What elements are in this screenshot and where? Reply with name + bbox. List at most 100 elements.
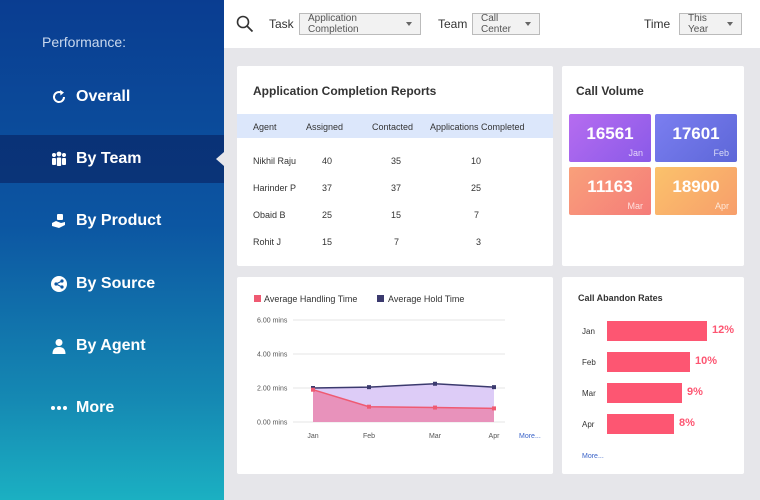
table-cell: 40 xyxy=(322,156,333,166)
table-header: Agent Assigned Contacted Applications Co… xyxy=(237,114,553,138)
reports-card: Application Completion Reports Agent Ass… xyxy=(237,66,553,266)
reports-title: Application Completion Reports xyxy=(253,84,437,98)
abandon-bar[interactable] xyxy=(607,383,682,403)
x-tick-label: Mar xyxy=(429,433,442,440)
volume-month: Mar xyxy=(627,201,644,211)
share-icon xyxy=(50,275,68,293)
handling-point xyxy=(367,404,371,409)
abandon-value: 12% xyxy=(712,324,735,336)
hand-product-icon xyxy=(50,212,68,230)
abandon-month-label: Feb xyxy=(582,358,596,367)
table-cell: Rohit J xyxy=(253,237,282,247)
column-header: Applications Completed xyxy=(430,122,525,132)
table-cell: 10 xyxy=(471,156,482,166)
top-filter-bar: Task Application Completion Team Call Ce… xyxy=(224,0,760,48)
task-label: Task xyxy=(269,17,294,31)
call-volume-card: Call Volume 16561 Jan 17601 Feb 11163 Ma… xyxy=(562,66,744,266)
handling-point xyxy=(311,387,315,392)
time-label: Time xyxy=(644,17,671,31)
sidebar-item-label: By Agent xyxy=(76,337,146,354)
handling-area xyxy=(313,389,494,422)
legend-swatch-hold xyxy=(377,295,384,302)
task-select-value: Application Completion xyxy=(308,13,359,35)
column-header: Agent xyxy=(253,122,277,132)
y-tick-label: 6.00 mins xyxy=(257,318,288,325)
table-cell: Obaid B xyxy=(253,210,286,220)
volume-month: Feb xyxy=(713,148,729,158)
sidebar-item-by-team[interactable]: By Team xyxy=(0,135,224,183)
abandon-value: 9% xyxy=(687,386,703,398)
chevron-down-icon xyxy=(727,22,733,26)
table-cell: 37 xyxy=(391,183,402,193)
sidebar-item-more[interactable]: More xyxy=(0,384,224,432)
search-icon[interactable] xyxy=(236,15,254,33)
chart-more-link[interactable]: More... xyxy=(519,433,541,440)
team-select[interactable]: Call Center xyxy=(472,13,540,35)
sidebar: Performance: Overall By Team By Product … xyxy=(0,0,224,500)
abandon-bar[interactable] xyxy=(607,352,690,372)
volume-month: Apr xyxy=(714,201,729,211)
abandon-more-link[interactable]: More... xyxy=(582,453,604,460)
y-tick-label: 0.00 mins xyxy=(257,420,288,427)
hold-point xyxy=(367,385,371,390)
sidebar-title: Performance: xyxy=(42,34,127,50)
handling-point xyxy=(492,406,496,411)
agent-icon xyxy=(50,337,68,355)
column-header: Assigned xyxy=(306,122,344,132)
abandon-value: 10% xyxy=(695,355,718,367)
team-label: Team xyxy=(438,17,468,31)
legend-label: Average Hold Time xyxy=(388,294,465,304)
handling-time-card: Average Handling Time Average Hold Time … xyxy=(237,277,553,474)
abandon-bar[interactable] xyxy=(607,321,707,341)
sidebar-item-by-agent[interactable]: By Agent xyxy=(0,322,224,370)
abandon-month-label: Apr xyxy=(582,420,595,429)
sidebar-item-label: By Source xyxy=(76,275,156,292)
sidebar-item-overall[interactable]: Overall xyxy=(0,73,224,121)
legend-swatch-handling xyxy=(254,295,261,302)
table-cell: 15 xyxy=(391,210,402,220)
volume-value: 16561 xyxy=(586,124,634,143)
y-tick-label: 4.00 mins xyxy=(257,352,288,359)
table-cell: Nikhil Raju xyxy=(253,156,297,166)
x-tick-label: Feb xyxy=(363,433,375,440)
team-icon xyxy=(50,150,68,168)
volume-value: 17601 xyxy=(672,124,720,143)
handling-point xyxy=(433,405,437,410)
sidebar-item-label: By Team xyxy=(76,150,142,167)
time-select-value: This Year xyxy=(688,13,709,35)
table-cell: 3 xyxy=(476,237,482,247)
volume-tile-feb[interactable]: 17601 Feb xyxy=(655,114,737,162)
sidebar-item-label: More xyxy=(76,399,115,416)
abandon-month-label: Jan xyxy=(582,327,595,336)
more-dots-icon xyxy=(50,399,68,417)
sidebar-item-by-product[interactable]: By Product xyxy=(0,197,224,245)
volume-tile-jan[interactable]: 16561 Jan xyxy=(569,114,651,162)
handling-time-chart: 6.00 mins 4.00 mins 2.00 mins 0.00 mins Jan F… xyxy=(257,318,541,441)
abandon-bar[interactable] xyxy=(607,414,674,434)
chevron-down-icon xyxy=(525,22,531,26)
chevron-down-icon xyxy=(406,22,412,26)
abandon-title: Call Abandon Rates xyxy=(578,293,663,303)
column-header: Contacted xyxy=(372,122,414,132)
time-select[interactable]: This Year xyxy=(679,13,742,35)
hold-point xyxy=(492,385,496,390)
table-cell: 35 xyxy=(391,156,402,166)
legend-label: Average Handling Time xyxy=(264,294,358,304)
abandon-card: Call Abandon Rates Jan 12% Feb 10% Mar 9% Apr 8… xyxy=(562,277,744,474)
abandon-month-label: Mar xyxy=(582,389,596,398)
x-tick-label: Apr xyxy=(489,433,501,440)
task-select[interactable]: Application Completion xyxy=(299,13,421,35)
active-caret xyxy=(216,152,224,166)
sidebar-item-by-source[interactable]: By Source xyxy=(0,260,224,308)
handling-line xyxy=(312,388,495,410)
volume-value: 11163 xyxy=(587,177,633,196)
abandon-value: 8% xyxy=(679,417,695,429)
volume-tile-apr[interactable]: 18900 Apr xyxy=(655,167,737,215)
hold-point xyxy=(433,381,437,386)
table-cell: 37 xyxy=(322,183,333,193)
volume-tile-mar[interactable]: 11163 Mar xyxy=(569,167,651,215)
table-cell: 7 xyxy=(474,210,480,220)
table-cell: 25 xyxy=(322,210,333,220)
x-tick-label: Jan xyxy=(307,433,318,440)
refresh-icon xyxy=(50,88,68,106)
